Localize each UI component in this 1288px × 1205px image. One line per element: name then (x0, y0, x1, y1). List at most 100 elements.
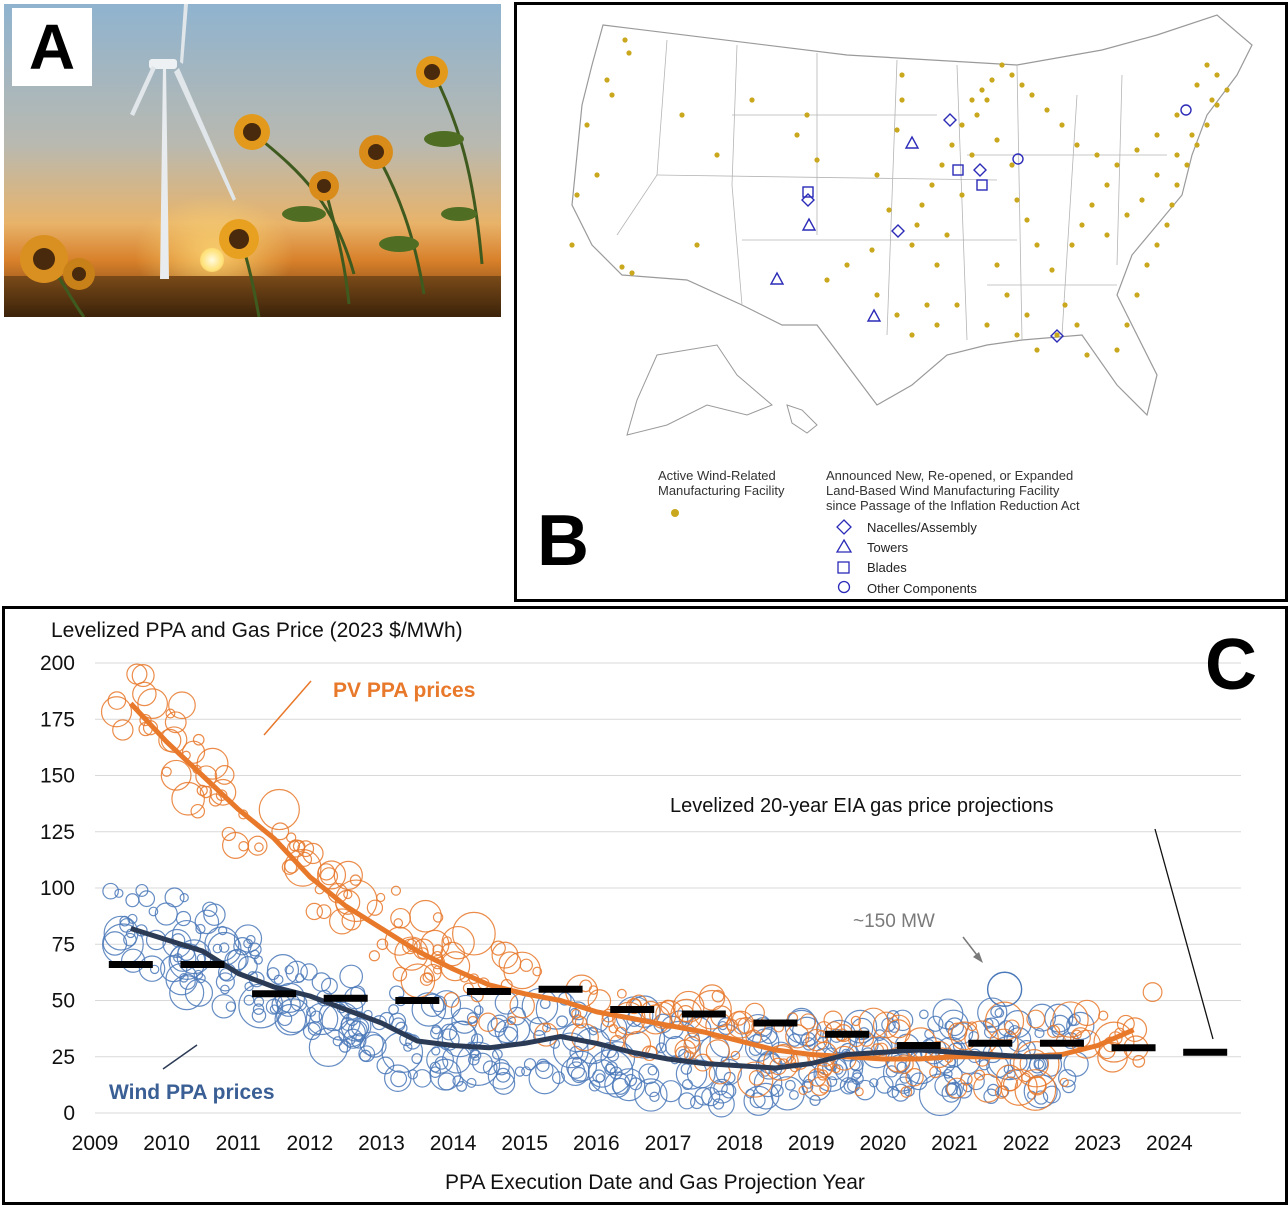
ppa-bubble (678, 1092, 696, 1110)
ppa-bubble (254, 842, 264, 852)
active-facility-dot (1214, 72, 1220, 78)
ppa-bubble (692, 989, 732, 1030)
ppa-bubble (723, 1071, 736, 1084)
series-lines (108, 701, 1228, 1071)
active-facility-dot (1139, 197, 1145, 203)
ppa-bubble (409, 899, 442, 933)
ppa-price-chart: 0 25 50 75 100 125 150 175 200 2009 2010 2011 2012 20… (40, 619, 1241, 1194)
wind-annotation: Wind PPA prices (109, 1081, 275, 1104)
ppa-bubble (487, 1062, 516, 1090)
legend-square-icon (837, 561, 850, 574)
ppa-bubble (542, 1023, 552, 1033)
gas-annotation-pointer (1154, 828, 1214, 1040)
active-facility-dot (574, 192, 580, 198)
panel-b-map: Active Wind-Related Manufacturing Facili… (514, 2, 1288, 602)
ppa-bubble (442, 936, 452, 946)
panel-a-photo: A (4, 4, 501, 317)
ppa-bubble (934, 1074, 957, 1097)
ppa-bubble (951, 1022, 974, 1045)
ppa-bubble (443, 991, 460, 1008)
ppa-bubble (376, 892, 386, 903)
ppa-bubble (569, 1007, 580, 1018)
ppa-bubble (798, 1085, 808, 1096)
ppa-bubble (967, 1072, 985, 1091)
size-reference-annotation: ~150 MW (853, 911, 935, 932)
ppa-bubble (190, 803, 206, 819)
size-reference-bubble (986, 971, 1023, 1007)
ppa-bubble (569, 1045, 584, 1060)
ppa-bubble (208, 793, 223, 807)
ppa-bubble (491, 941, 519, 969)
ppa-bubble (644, 1081, 661, 1098)
ppa-bubble (277, 1011, 293, 1027)
y-tick-label: 75 (52, 933, 75, 956)
active-facility-dot (1024, 217, 1030, 223)
ppa-bubble (149, 964, 160, 975)
ppa-bubble (273, 974, 284, 985)
ppa-bubble (506, 1015, 517, 1026)
ppa-bubble (1098, 1010, 1109, 1021)
ppa-bubble (932, 998, 964, 1030)
ppa-bubble (473, 1005, 484, 1016)
active-facility-dot (954, 302, 960, 308)
ppa-bubble (114, 888, 124, 898)
ppa-bubble (831, 1063, 841, 1074)
ppa-bubble (451, 911, 496, 956)
pv-trend-line (128, 701, 1135, 1062)
ppa-bubble (521, 1066, 532, 1077)
active-facility-dot (1144, 262, 1150, 268)
ppa-bubble (393, 918, 404, 928)
ppa-bubble (960, 1073, 973, 1086)
ppa-bubble (164, 887, 185, 908)
active-facility-dot (1194, 82, 1200, 88)
active-facility-dot (804, 112, 810, 118)
ppa-bubble (611, 1077, 629, 1095)
ppa-bubble (705, 1039, 731, 1064)
ppa-bubble (1093, 1021, 1135, 1063)
panel-b-label: B (537, 501, 589, 581)
active-facility-dot (1049, 267, 1055, 273)
ppa-bubble (712, 1098, 725, 1110)
ppa-bubble (285, 960, 308, 984)
ppa-bubble (283, 848, 322, 887)
ppa-bubble (102, 931, 128, 956)
ppa-bubble (266, 967, 280, 981)
ppa-bubble (102, 882, 119, 900)
ppa-bubble (390, 1070, 408, 1088)
ppa-bubble (560, 1057, 590, 1087)
ppa-bubble (945, 1017, 965, 1037)
legend-circle-icon (837, 580, 851, 594)
ppa-bubble (316, 904, 332, 920)
active-facility-dot (994, 262, 1000, 268)
ppa-bubble (281, 859, 298, 875)
active-facility-dot (974, 112, 980, 118)
ppa-bubble (274, 1003, 307, 1036)
ppa-bubble (528, 1062, 561, 1095)
ppa-bubble (503, 951, 541, 990)
ppa-bubble (624, 1030, 652, 1058)
active-facility-dot (594, 172, 600, 178)
ppa-bubble (1059, 1077, 1069, 1087)
ppa-bubble (120, 948, 146, 973)
x-tick-label: 2016 (573, 1132, 620, 1155)
ppa-bubble (634, 1078, 668, 1112)
ppa-bubble (339, 964, 364, 989)
ppa-bubble (532, 966, 543, 977)
ppa-bubble (366, 899, 384, 916)
active-facility-dot (894, 312, 900, 318)
ppa-bubble (962, 1082, 973, 1093)
ppa-bubble (225, 1001, 237, 1012)
ppa-bubble (158, 728, 182, 752)
ppa-bubble (171, 781, 205, 816)
ppa-bubble (749, 1092, 766, 1109)
ppa-bubble (359, 1031, 384, 1056)
ppa-bubble (390, 885, 402, 896)
ppa-bubble (498, 951, 522, 975)
tower-marker (904, 135, 920, 149)
active-facility-dot (949, 142, 955, 148)
hawaii-outline (786, 404, 818, 434)
ppa-bubble (556, 1015, 569, 1028)
ppa-bubble (138, 890, 156, 908)
ppa-bubble (849, 1059, 861, 1071)
active-facility-dot (626, 50, 632, 56)
